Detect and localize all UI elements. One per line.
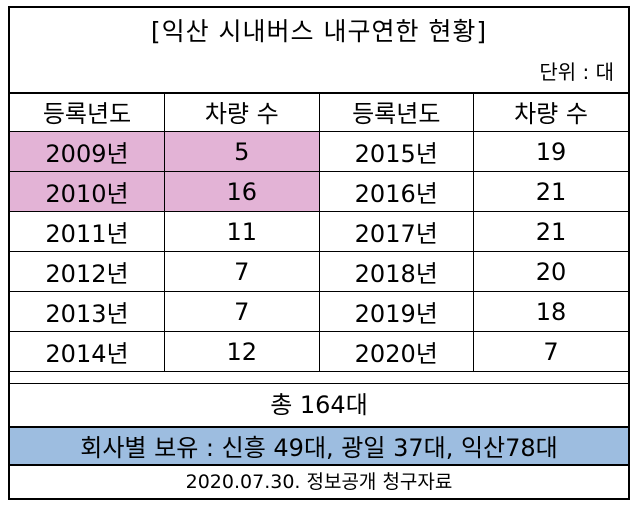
total-count: 총 164대 xyxy=(10,383,628,427)
table-row: 2009년 5 2015년 19 xyxy=(10,131,628,172)
count-left-cell: 5 xyxy=(164,131,320,172)
unit-label: 단위 : 대 xyxy=(539,60,614,84)
count-left-cell: 11 xyxy=(164,211,320,252)
table-title: [익산 시내버스 내구연한 현황] xyxy=(150,17,488,46)
header-count-right: 차량 수 xyxy=(473,92,628,132)
table-row: 2011년 11 2017년 21 xyxy=(10,211,628,252)
table-row: 2010년 16 2016년 21 xyxy=(10,171,628,212)
header-row: 등록년도 차량 수 등록년도 차량 수 xyxy=(10,92,628,132)
year-left-cell: 2011년 xyxy=(10,211,165,252)
count-right-cell: 7 xyxy=(473,331,628,372)
year-right-cell: 2016년 xyxy=(318,171,474,212)
count-right-cell: 20 xyxy=(473,251,628,292)
year-left-cell: 2010년 xyxy=(10,171,165,212)
year-right-cell: 2019년 xyxy=(318,291,474,332)
table-row: 2014년 12 2020년 7 xyxy=(10,331,628,372)
count-left-cell: 12 xyxy=(164,331,320,372)
count-right-cell: 21 xyxy=(473,211,628,252)
company-breakdown: 회사별 보유 : 신흥 49대, 광일 37대, 익산78대 xyxy=(10,426,628,466)
year-left-cell: 2014년 xyxy=(10,331,165,372)
header-year-left: 등록년도 xyxy=(10,92,165,132)
table-row: 2012년 7 2018년 20 xyxy=(10,251,628,292)
count-left-cell: 16 xyxy=(164,171,320,212)
count-left-cell: 7 xyxy=(164,251,320,292)
count-right-cell: 19 xyxy=(473,131,628,172)
header-count-left: 차량 수 xyxy=(164,92,320,132)
count-right-cell: 21 xyxy=(473,171,628,212)
count-left-cell: 7 xyxy=(164,291,320,332)
year-left-cell: 2009년 xyxy=(10,131,165,172)
table-row: 2013년 7 2019년 18 xyxy=(10,291,628,332)
year-right-cell: 2015년 xyxy=(318,131,474,172)
title-block: [익산 시내버스 내구연한 현황] 단위 : 대 xyxy=(10,8,628,94)
source-note: 2020.07.30. 정보공개 청구자료 xyxy=(185,471,453,493)
registration-table: 등록년도 차량 수 등록년도 차량 수 2009년 5 2015년 19 201… xyxy=(10,92,628,372)
year-left-cell: 2013년 xyxy=(10,291,165,332)
year-left-cell: 2012년 xyxy=(10,251,165,292)
year-right-cell: 2020년 xyxy=(318,331,474,372)
year-right-cell: 2018년 xyxy=(318,251,474,292)
bus-status-table: [익산 시내버스 내구연한 현황] 단위 : 대 등록년도 차량 수 등록년도 … xyxy=(8,6,630,500)
count-right-cell: 18 xyxy=(473,291,628,332)
header-year-right: 등록년도 xyxy=(318,92,474,132)
year-right-cell: 2017년 xyxy=(318,211,474,252)
